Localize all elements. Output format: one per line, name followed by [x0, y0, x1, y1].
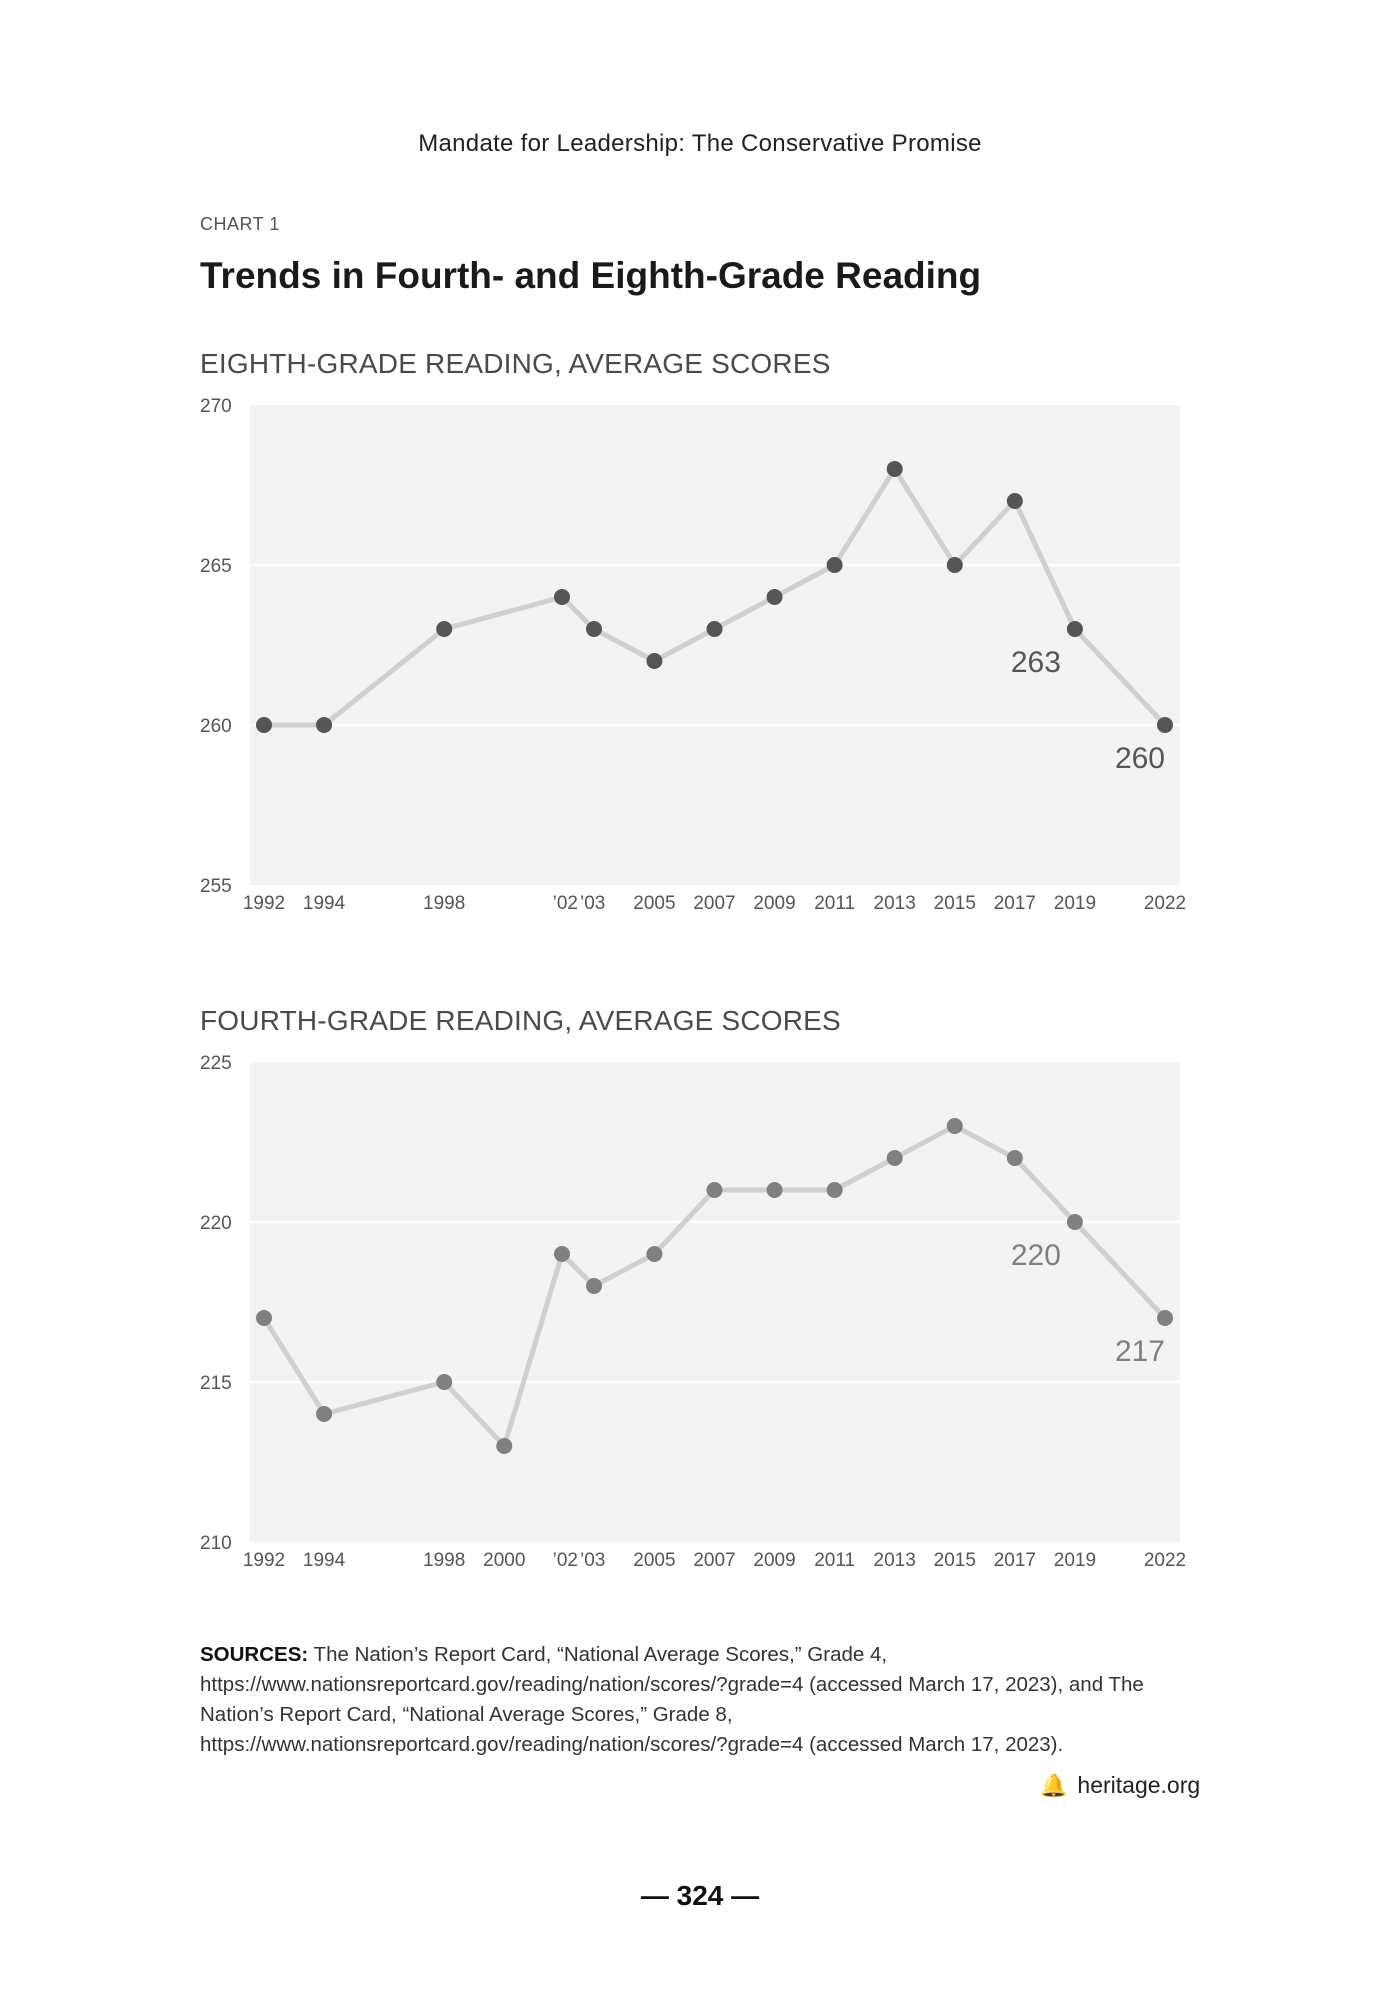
- x-tick-label: 2005: [633, 1550, 675, 1571]
- running-header: Mandate for Leadership: The Conservative…: [418, 130, 982, 157]
- chart-title: Trends in Fourth- and Eighth-Grade Readi…: [200, 255, 982, 296]
- data-point: [886, 1150, 903, 1166]
- data-point: [496, 1438, 513, 1454]
- data-point: [766, 589, 783, 605]
- data-label: 260: [1115, 742, 1165, 775]
- x-tick-label: 2017: [994, 1550, 1036, 1571]
- sources-label: SOURCES:: [200, 1643, 309, 1666]
- data-point: [646, 653, 663, 669]
- x-tick-label: 2007: [693, 1550, 735, 1571]
- x-tick-label: ’02: [553, 1550, 578, 1571]
- data-point: [706, 1182, 723, 1198]
- y-tick-label: 260: [200, 716, 232, 737]
- y-tick-label: 255: [200, 876, 232, 897]
- data-point: [256, 1310, 272, 1326]
- x-tick-label: 1994: [303, 1550, 346, 1571]
- y-tick-label: 265: [200, 556, 232, 577]
- page-number: — 324 —: [640, 1880, 760, 1911]
- x-tick-label: 2011: [814, 893, 855, 914]
- x-tick-label: 1994: [303, 893, 346, 914]
- x-tick-label: 2011: [814, 1550, 855, 1571]
- data-point: [886, 461, 903, 477]
- data-point: [316, 717, 333, 733]
- data-point: [1006, 1150, 1023, 1166]
- data-label: 220: [1011, 1239, 1061, 1272]
- data-point: [646, 1246, 663, 1262]
- data-point: [436, 621, 453, 637]
- y-tick-label: 215: [200, 1373, 232, 1394]
- chart-label: CHART 1: [200, 214, 280, 234]
- x-tick-label: 2017: [994, 893, 1036, 914]
- data-point: [946, 1118, 963, 1134]
- x-tick-label: 2015: [934, 1550, 976, 1571]
- series-line: [264, 466, 1167, 728]
- x-tick-label: 1998: [423, 893, 465, 914]
- data-point: [1066, 621, 1083, 637]
- data-point: [706, 621, 723, 637]
- data-point: [1066, 1214, 1083, 1230]
- eighth-grade-panel-title: EIGHTH-GRADE READING, AVERAGE SCORES: [200, 348, 831, 379]
- x-tick-label: 2000: [483, 1550, 525, 1571]
- x-tick-label: 2022: [1144, 1550, 1186, 1571]
- y-tick-label: 210: [200, 1533, 232, 1554]
- x-tick-label: ’03: [580, 893, 605, 914]
- footer-site: 🔔 heritage.org: [1040, 1772, 1200, 1799]
- data-point: [946, 557, 963, 573]
- liberty-bell-icon: 🔔: [1040, 1773, 1068, 1798]
- data-point: [554, 1246, 570, 1262]
- x-tick-label: 2013: [874, 1550, 916, 1571]
- plot-background: [250, 1062, 1180, 1542]
- y-tick-label: 270: [200, 396, 232, 417]
- x-tick-label: 2009: [753, 893, 795, 914]
- x-tick-label: 2007: [693, 893, 735, 914]
- data-point: [826, 557, 843, 573]
- data-point: [1006, 493, 1023, 509]
- data-point: [554, 589, 570, 605]
- data-label: 263: [1011, 646, 1061, 679]
- data-point: [766, 1182, 783, 1198]
- x-tick-label: 2005: [633, 893, 675, 914]
- data-point: [586, 621, 602, 637]
- data-point: [256, 717, 272, 733]
- x-tick-label: 2019: [1054, 1550, 1096, 1571]
- data-point: [316, 1406, 333, 1422]
- y-tick-label: 220: [200, 1213, 232, 1234]
- fourth-grade-chart: 225 220 215 210 1992 1994 1998 2000 ’02’03 2005 20…: [200, 1053, 1186, 1571]
- data-point: [1157, 1310, 1173, 1326]
- y-tick-label: 225: [200, 1053, 232, 1074]
- plot-background: [250, 405, 1180, 885]
- data-point: [586, 1278, 602, 1294]
- site-label: heritage.org: [1077, 1772, 1201, 1798]
- sources-note: SOURCES: The Nation’s Report Card, “Nati…: [200, 1640, 1200, 1760]
- x-tick-label: ’03: [580, 1550, 605, 1571]
- data-point: [436, 1374, 453, 1390]
- sources-text: The Nation’s Report Card, “National Aver…: [200, 1643, 1144, 1756]
- x-tick-label: 2013: [874, 893, 916, 914]
- x-tick-label: 1998: [423, 1550, 465, 1571]
- x-tick-label: 2015: [934, 893, 976, 914]
- eighth-grade-chart: 270 265 260 255 1992 1994 1998 ’02’03 2005 2007 20…: [200, 396, 1186, 914]
- data-point: [1157, 717, 1173, 733]
- fourth-grade-panel-title: FOURTH-GRADE READING, AVERAGE SCORES: [200, 1005, 841, 1036]
- x-tick-label: 2022: [1144, 893, 1186, 914]
- x-tick-label: ’02: [553, 893, 578, 914]
- data-label: 217: [1115, 1335, 1165, 1368]
- x-tick-label: 1992: [243, 1550, 285, 1571]
- x-tick-label: 2019: [1054, 893, 1096, 914]
- x-tick-label: 2009: [753, 1550, 795, 1571]
- x-tick-label: 1992: [243, 893, 285, 914]
- data-point: [826, 1182, 843, 1198]
